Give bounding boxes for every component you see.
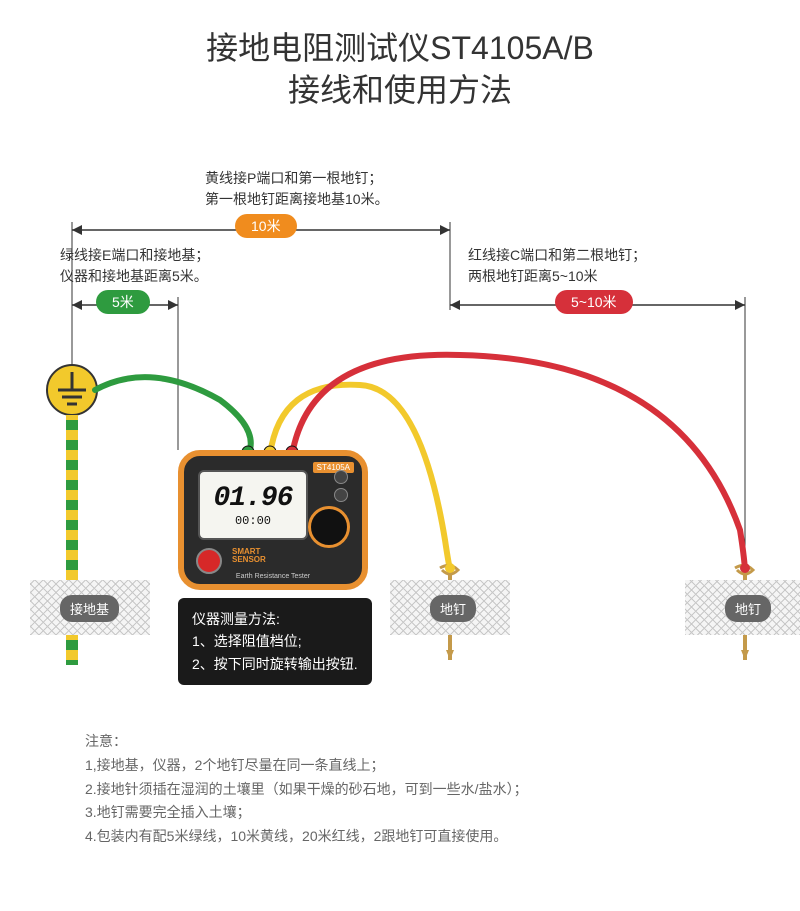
device-dial (308, 506, 350, 548)
title-line2: 接线和使用方法 (0, 70, 800, 112)
distance-badge-10m: 10米 (235, 214, 297, 238)
title-line1: 接地电阻测试仪ST4105A/B (0, 28, 800, 70)
desc-red-wire: 红线接C端口和第二根地钉； 两根地钉距离5~10米 (468, 245, 646, 287)
label-ground-base: 接地基 (60, 595, 119, 622)
device-brand: SMART SENSOR (232, 548, 266, 564)
device-test-button (196, 548, 222, 574)
instruction-box: 仪器测量方法: 1、选择阻值档位; 2、按下同时旋转输出按钮. (178, 598, 372, 685)
label-stake-1: 地钉 (430, 595, 476, 622)
device-reading: 01.96 (213, 483, 292, 514)
notes-section: 注意： 1,接地基，仪器，2个地钉尽量在同一条直线上； 2.接地针须插在湿润的土… (85, 730, 528, 849)
distance-badge-5m: 5米 (96, 290, 150, 314)
device-nav-btn-1 (334, 470, 348, 484)
page-title: 接地电阻测试仪ST4105A/B 接线和使用方法 (0, 0, 800, 111)
device-bottom-label: Earth Resistance Tester (236, 573, 310, 580)
desc-yellow-wire: 黄线接P端口和第一根地钉； 第一根地钉距离接地基10米。 (205, 168, 389, 210)
wiring-diagram: 黄线接P端口和第一根地钉； 第一根地钉距离接地基10米。 绿线接E端口和接地基；… (0, 150, 800, 680)
device-nav-btn-2 (334, 488, 348, 502)
device-sub-reading: 00:00 (235, 514, 271, 528)
desc-green-wire: 绿线接E端口和接地基； 仪器和接地基距离5米。 (60, 245, 209, 287)
tester-device: ST4105A 01.96 00:00 SMART SENSOR Earth R… (178, 450, 368, 590)
distance-badge-5-10m: 5~10米 (555, 290, 633, 314)
device-model-label: ST4105A (313, 462, 354, 473)
device-screen: 01.96 00:00 (198, 470, 308, 540)
label-stake-2: 地钉 (725, 595, 771, 622)
